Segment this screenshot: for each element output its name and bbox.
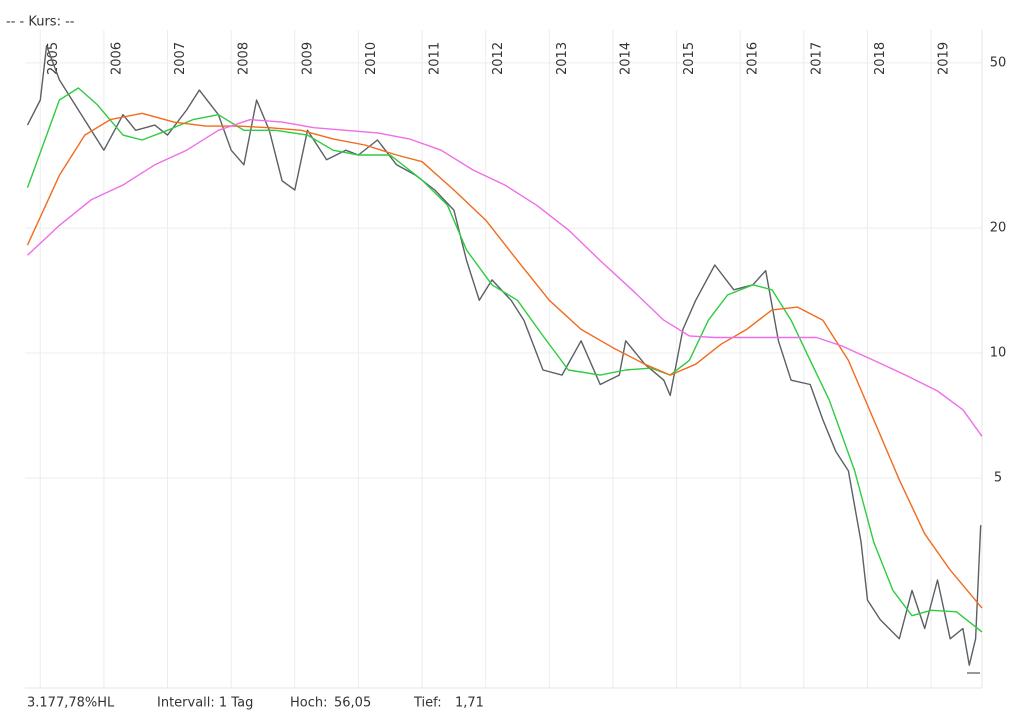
x-tick-label: 2017 [809,42,824,75]
x-tick-label: 2006 [109,42,124,75]
x-tick-label: 2018 [873,42,888,75]
x-tick-label: 2016 [746,42,761,75]
x-tick-label: 2007 [173,42,188,75]
price-line [26,112,983,609]
price-line [26,45,982,666]
y-tick-label: 20 [990,221,1007,236]
x-tick-label: 2009 [300,42,315,75]
footer-text: 1,71 [455,696,484,711]
x-tick-label: 2010 [364,42,379,75]
grid [25,30,982,688]
x-tick-label: 2019 [937,42,952,75]
x-tick-label: 2012 [491,42,506,75]
x-tick-label: 2015 [682,42,697,75]
footer-text: Tief: [413,696,442,711]
x-tick-label: 2014 [618,42,633,75]
x-tick-label: 2013 [555,42,570,75]
footer-text: 3.177,78%HL [27,696,115,711]
price-line [27,118,983,437]
footer-text: Hoch: [290,696,328,711]
x-tick-label: 2005 [46,42,61,75]
price-line [26,87,983,633]
y-tick-label: 5 [994,471,1002,486]
y-tick-label: 10 [990,346,1007,361]
x-tick-label: 2011 [428,42,443,75]
chart-title: -- - Kurs: -- [6,15,75,30]
x-tick-label: 2008 [237,42,252,75]
footer-text: Intervall: 1 Tag [157,696,253,711]
y-tick-label: 50 [990,55,1007,70]
footer-text: 56,05 [334,696,371,711]
